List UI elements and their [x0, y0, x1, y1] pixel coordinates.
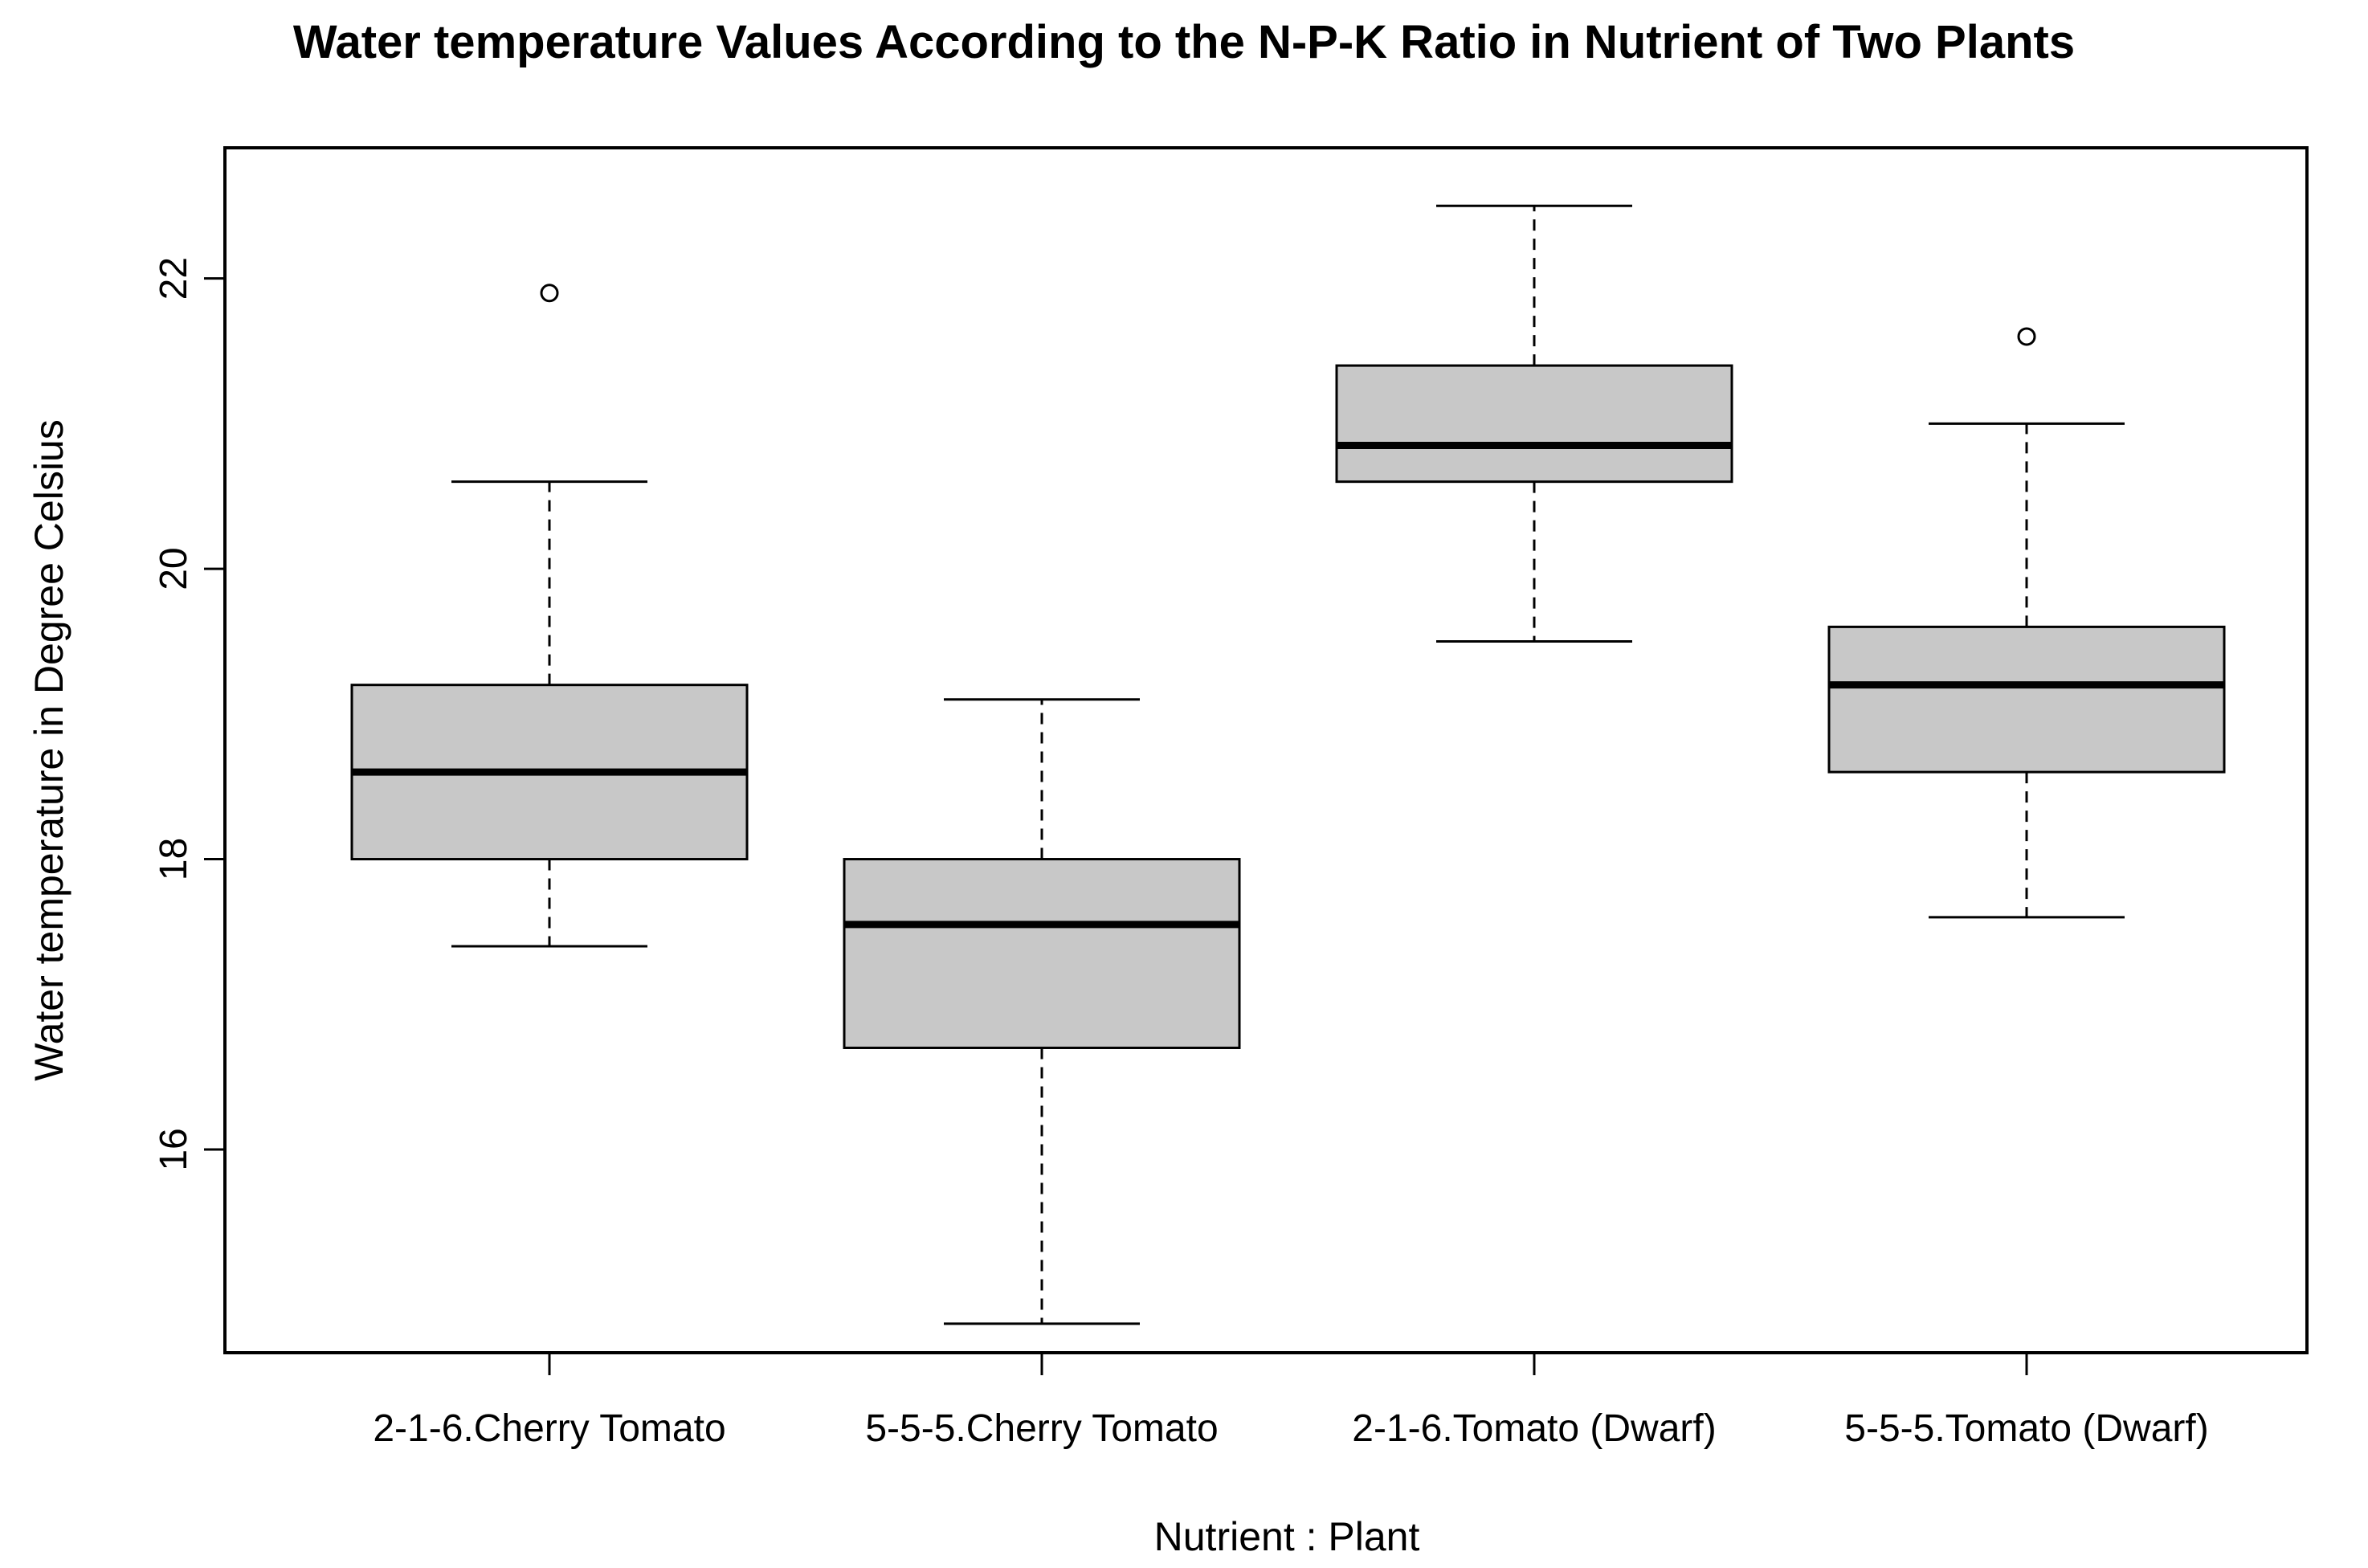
box-iqr	[843, 858, 1241, 1049]
x-axis-label: Nutrient : Plant	[1154, 1514, 1420, 1559]
chart-title: Water temperature Values According to th…	[293, 16, 2075, 68]
y-tick-label: 16	[153, 1128, 195, 1170]
box-iqr	[1827, 625, 2226, 774]
box-group	[1827, 327, 2226, 919]
y-tick-label: 20	[153, 547, 195, 590]
box-series	[350, 204, 2226, 1325]
x-tick-label: 2-1-6.Cherry Tomato	[373, 1407, 725, 1450]
x-tick-label: 5-5-5.Cherry Tomato	[865, 1407, 1218, 1450]
y-axis-label: Water temperature in Degree Celsius	[27, 419, 71, 1081]
box-iqr	[1335, 364, 1733, 484]
box-group	[1335, 204, 1733, 643]
box-group	[843, 698, 1241, 1325]
outlier-point	[2017, 327, 2036, 346]
y-tick-label: 18	[153, 838, 195, 880]
x-tick-label: 2-1-6.Tomato (Dwarf)	[1352, 1407, 1716, 1450]
x-axis: 2-1-6.Cherry Tomato 5-5-5.Cherry Tomato 2-…	[373, 1353, 2209, 1450]
outlier-point	[540, 284, 559, 303]
box-group	[350, 284, 749, 948]
plot-area-frame	[223, 146, 2309, 1354]
x-tick-label: 5-5-5.Tomato (Dwarf)	[1844, 1407, 2208, 1450]
y-axis: 16 18 20 22	[153, 257, 225, 1171]
y-tick-label: 22	[153, 257, 195, 300]
